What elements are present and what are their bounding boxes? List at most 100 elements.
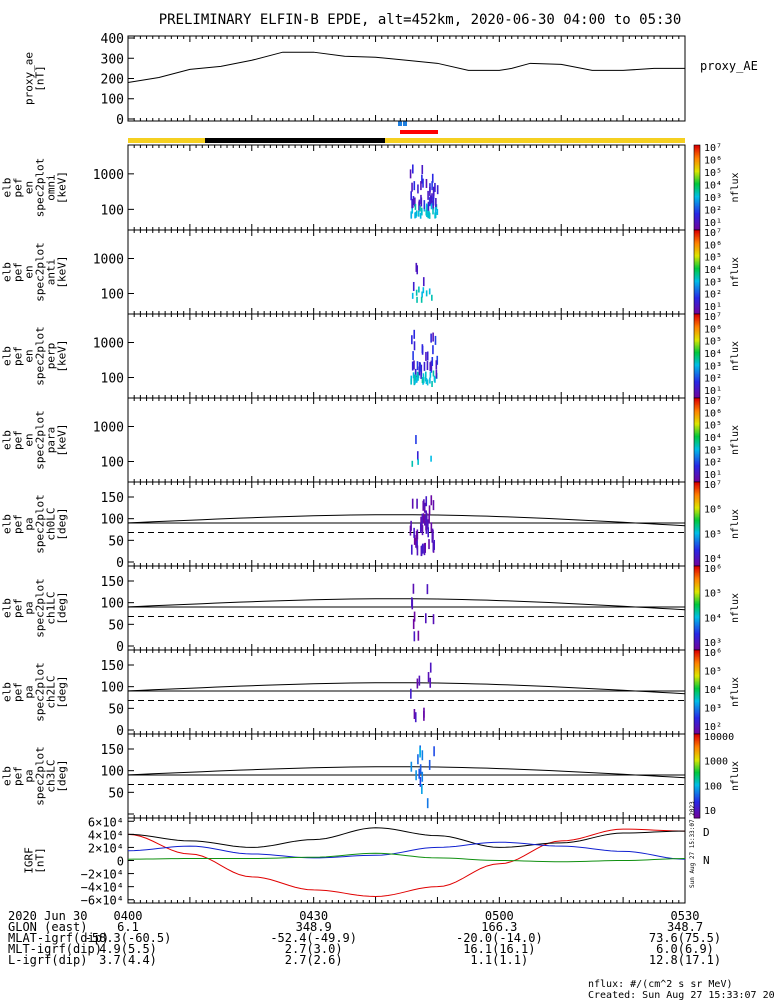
colorbar-tick-label: 10³ xyxy=(704,704,722,715)
colorbar-cell xyxy=(694,194,700,197)
spectrogram-cell xyxy=(414,368,417,378)
colorbar-cell xyxy=(694,781,700,784)
colorbar-cell xyxy=(694,575,700,578)
spectrogram-cell xyxy=(436,208,439,215)
colorbar-cell xyxy=(694,403,700,406)
y-tick-label: 100 xyxy=(101,513,124,528)
colorbar-cell xyxy=(694,456,700,459)
colorbar-tick-label: 10⁶ xyxy=(704,408,722,419)
pa-cell xyxy=(413,534,416,545)
y-tick-label: −4×10⁴ xyxy=(81,881,124,895)
spectrogram-cell xyxy=(421,209,423,216)
y-axis-label-line: spec2plot xyxy=(34,494,47,554)
colorbar-cell xyxy=(694,694,700,697)
colorbar-cell xyxy=(694,692,700,694)
colorbar-cell xyxy=(694,301,700,304)
colorbar-cell xyxy=(694,339,700,342)
colorbar-cell xyxy=(694,259,700,262)
igrf-series-line xyxy=(127,852,686,863)
y-axis-label-line: elb xyxy=(1,262,14,282)
colorbar-cell xyxy=(694,713,700,715)
colorbar-cell xyxy=(694,417,700,420)
colorbar-cell xyxy=(694,637,700,640)
spectrogram-cell xyxy=(426,205,429,212)
colorbar-cell xyxy=(694,312,700,315)
colorbar-cell xyxy=(694,412,700,414)
colorbar-label: nflux xyxy=(730,341,741,371)
colorbar-cell xyxy=(694,770,700,773)
colorbar-cell xyxy=(694,340,700,343)
colorbar-cell xyxy=(694,776,700,778)
colorbar-tick-label: 10⁷ xyxy=(704,228,722,239)
colorbar-cell xyxy=(694,704,700,707)
pa-cell xyxy=(425,496,428,507)
colorbar-tick-label: 10⁵ xyxy=(704,168,722,179)
colorbar-cell xyxy=(694,622,700,624)
spectrogram-cell xyxy=(435,204,438,211)
colorbar-cell xyxy=(694,769,700,771)
colorbar-cell xyxy=(694,197,700,200)
colorbar-cell xyxy=(694,517,700,519)
colorbar-cell xyxy=(694,326,700,329)
colorbar-cell xyxy=(694,245,700,248)
colorbar-cell xyxy=(694,484,700,487)
colorbar-cell xyxy=(694,365,700,368)
colorbar-cell xyxy=(694,788,700,791)
colorbar-cell xyxy=(694,388,700,391)
colorbar-cell xyxy=(694,147,700,150)
spectrogram-cell xyxy=(411,199,413,209)
y-tick-label: 150 xyxy=(101,659,124,674)
colorbar-cell xyxy=(694,595,700,598)
x-axis-tick-value: 2.7(2.6) xyxy=(285,953,343,967)
spectrogram-cell xyxy=(423,200,426,210)
pa-cell xyxy=(426,798,429,809)
colorbar-cell xyxy=(694,567,700,570)
colorbar-cell xyxy=(694,739,700,742)
spectrogram-cell xyxy=(435,369,438,379)
pa-cell xyxy=(428,759,431,770)
colorbar-tick-label: 10⁵ xyxy=(704,421,722,432)
colorbar-cell xyxy=(694,454,700,456)
spectrogram-cell xyxy=(414,203,417,210)
colorbar-cell xyxy=(694,293,700,295)
x-axis-row-label: 2020 Jun 30 xyxy=(8,909,87,923)
colorbar-cell xyxy=(694,811,700,813)
colorbar-cell xyxy=(694,315,700,318)
pa-cell xyxy=(414,712,417,723)
colorbar-cell xyxy=(694,633,700,636)
panel-frame xyxy=(127,35,686,122)
colorbar-cell xyxy=(694,357,700,360)
x-axis-tick-value: 0400 xyxy=(114,909,143,923)
spectrogram-cell xyxy=(409,169,412,179)
pa-cell xyxy=(413,708,416,719)
colorbar-cell xyxy=(694,332,700,335)
colorbar-cell xyxy=(694,699,700,701)
colorbar-cell xyxy=(694,381,700,384)
pa-cell xyxy=(433,539,436,550)
spectrogram-cell xyxy=(420,296,423,303)
spectrogram-cell xyxy=(420,181,422,191)
colorbar-cell xyxy=(694,746,700,749)
colorbar-cell xyxy=(694,745,700,748)
colorbar-tick-label: 10¹ xyxy=(704,386,722,397)
colorbar-cell xyxy=(694,610,700,613)
spectrogram-cell xyxy=(430,203,433,210)
spectrogram-cell xyxy=(413,374,415,381)
colorbar-cell xyxy=(694,666,700,669)
spectrogram-cell xyxy=(429,186,431,196)
colorbar-cell xyxy=(694,159,700,162)
colorbar-cell xyxy=(694,308,700,311)
spectrogram-cell xyxy=(432,208,434,215)
colorbar-cell xyxy=(694,724,700,727)
colorbar-cell xyxy=(694,344,700,347)
colorbar-cell xyxy=(694,812,700,815)
colorbar-cell xyxy=(694,764,700,767)
colorbar-frame xyxy=(693,733,701,819)
spectrogram-cell xyxy=(411,292,414,299)
colorbar-cell xyxy=(694,463,700,466)
colorbar-cell xyxy=(694,280,700,283)
colorbar-cell xyxy=(694,756,700,759)
spectrogram-cell xyxy=(420,194,422,204)
colorbar-cell xyxy=(694,170,700,173)
